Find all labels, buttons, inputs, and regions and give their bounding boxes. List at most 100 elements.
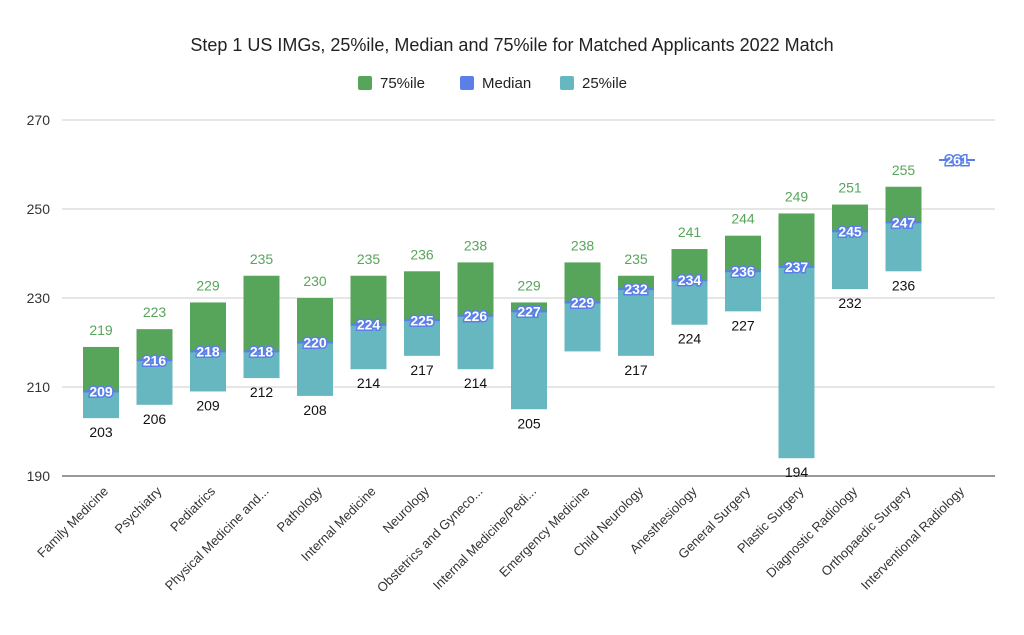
label-median: 236 [731,263,755,279]
label-median: 218 [250,343,274,359]
label-75: 251 [838,180,862,196]
bar-25-to-median [136,360,173,405]
bar-25-to-median [564,302,601,352]
bar-median-to-75 [671,249,708,281]
label-75: 255 [892,162,916,178]
y-tick-label: 210 [27,379,51,395]
x-tick-label: Diagnostic Radiology [763,483,860,580]
y-tick-label: 190 [27,468,51,484]
label-median: 227 [517,303,541,319]
label-median: 225 [410,312,434,328]
bar-25-to-median [725,271,761,312]
label-75: 235 [624,251,648,267]
label-25: 214 [464,375,488,391]
label-median: 226 [464,308,488,324]
label-25: 212 [250,384,274,400]
bar-25-to-median [243,351,280,379]
bars: 219 203 209 223 206 216 229 209 218 235 212 218 230 2… [83,151,975,480]
legend-swatch [560,76,574,90]
label-25: 217 [410,362,434,378]
label-75: 244 [731,211,755,227]
x-tick-label: Psychiatry [112,483,165,536]
bar-25-to-median [350,324,387,370]
bar-median-to-75 [350,275,387,325]
label-75: 238 [571,237,595,253]
label-25: 227 [731,317,755,333]
bar-median-to-75 [83,346,119,392]
x-tick-label: Pediatrics [167,483,218,534]
label-median: 234 [678,272,702,288]
bar-25-to-median [885,222,922,272]
label-75: 223 [143,304,167,320]
bar-median-to-75 [457,262,494,316]
label-median: 220 [303,335,327,351]
label-75: 238 [464,237,488,253]
y-tick-label: 250 [27,201,51,217]
x-axis-labels: Family Medicine Psychiatry PediatricsPhysi… [34,483,967,595]
x-tick-label: Neurology [380,483,433,536]
y-tick-label: 270 [27,112,51,128]
bar-median-to-75 [564,262,601,303]
bar-25-to-median [832,231,868,290]
x-tick-label: Orthopaedic Surgery [818,483,914,579]
label-median: 216 [143,352,167,368]
bar-median-to-75 [618,275,654,290]
x-tick-label: Interventional Radiology [858,483,968,593]
bar-median-to-75 [778,213,815,267]
bar-median-to-75 [243,275,280,352]
label-75: 229 [517,277,541,293]
bar-25-to-median [297,342,333,396]
label-25: 232 [838,295,862,311]
x-tick-label: Physical Medicine and... [162,484,272,594]
bar-median-to-75 [885,186,922,223]
label-75: 235 [250,251,274,267]
label-median: 224 [357,317,381,333]
label-75: 235 [357,251,381,267]
label-75: 249 [785,188,809,204]
x-tick-label: Pathology [274,483,326,535]
bar-25-to-median [190,351,226,392]
x-tick-label: Family Medicine [34,484,111,561]
label-median: 237 [785,259,809,275]
label-median: 232 [624,281,648,297]
label-75: 236 [410,246,434,262]
label-25: 206 [143,411,167,427]
bar-median-to-75 [190,302,226,352]
bar-median-to-75 [511,302,547,312]
label-75: 241 [678,224,702,240]
x-tick-label: Internal Medicine/Pedi... [430,484,539,593]
label-25: 214 [357,375,381,391]
label-75: 229 [196,277,220,293]
y-tick-label: 230 [27,290,51,306]
chart-title: Step 1 US IMGs, 25%ile, Median and 75%il… [190,35,833,55]
label-25: 209 [196,397,220,413]
bar-median-to-75 [832,204,868,232]
legend-label: 25%ile [582,75,627,92]
label-75: 219 [89,322,113,338]
bar-median-to-75 [136,329,173,361]
legend: 75%ile Median 25%ile [358,75,627,92]
label-median: 209 [89,383,113,399]
bar-median-to-75 [404,271,440,321]
legend-label: 75%ile [380,75,425,92]
bar-25-to-median [404,320,440,356]
label-75: 230 [303,273,327,289]
label-median: 229 [571,294,595,310]
bar-25-to-median [778,266,815,459]
label-25: 194 [785,464,809,480]
label-median: 261 [945,152,969,168]
label-25: 224 [678,331,702,347]
label-median: 218 [196,343,220,359]
x-tick-label: Obstetrics and Gyneco... [374,484,486,596]
bar-median-to-75 [725,235,761,272]
label-25: 236 [892,277,916,293]
label-median: 245 [838,223,862,239]
bar-median-to-75 [297,298,333,343]
bar-25-to-median [671,280,708,325]
legend-swatch [358,76,372,90]
x-tick-label: Emergency Medicine [496,484,592,580]
label-25: 203 [89,424,113,440]
label-25: 208 [303,402,327,418]
